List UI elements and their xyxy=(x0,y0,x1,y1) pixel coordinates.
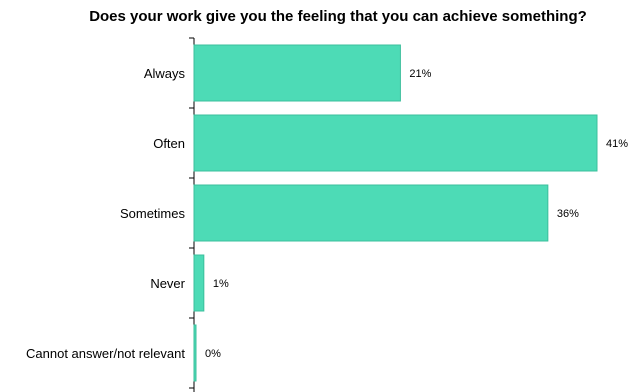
bars-group: Always 21% Often 41% Sometimes 36% Never 1% Cann… xyxy=(26,44,628,382)
data-label: 21% xyxy=(409,68,431,80)
bar xyxy=(193,254,205,312)
data-label: 36% xyxy=(557,208,579,220)
chart-title: Does your work give you the feeling that… xyxy=(89,8,587,25)
data-label: 41% xyxy=(606,138,628,150)
bar xyxy=(193,184,549,242)
category-label: Never xyxy=(150,276,185,291)
y-axis-ticks xyxy=(189,37,194,389)
category-label: Often xyxy=(153,136,185,151)
category-label: Sometimes xyxy=(120,206,186,221)
category-label: Always xyxy=(144,66,186,81)
data-label: 0% xyxy=(205,348,221,360)
bar xyxy=(193,44,401,102)
data-label: 1% xyxy=(213,278,229,290)
bar xyxy=(193,324,197,382)
bar xyxy=(193,114,598,172)
category-label: Cannot answer/not relevant xyxy=(26,346,185,361)
